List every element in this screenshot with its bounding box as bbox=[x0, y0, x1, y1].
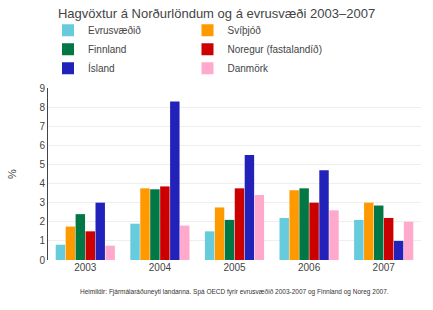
svg-text:Heimildir: Fjármálaráðuneyti l: Heimildir: Fjármálaráðuneyti landanna. S… bbox=[80, 288, 389, 296]
svg-text:Ísland: Ísland bbox=[88, 62, 115, 74]
svg-text:Evrusvæðið: Evrusvæðið bbox=[88, 25, 141, 36]
svg-text:0: 0 bbox=[39, 255, 45, 266]
svg-text:2007: 2007 bbox=[373, 262, 396, 273]
svg-text:Noregur (fastalandíð): Noregur (fastalandíð) bbox=[228, 44, 323, 55]
svg-text:8: 8 bbox=[39, 102, 45, 113]
svg-text:Danmörk: Danmörk bbox=[228, 63, 270, 74]
svg-text:Finnland: Finnland bbox=[88, 44, 126, 55]
svg-text:6: 6 bbox=[39, 140, 45, 151]
svg-text:5: 5 bbox=[39, 159, 45, 170]
svg-text:2003: 2003 bbox=[74, 262, 97, 273]
svg-text:3: 3 bbox=[39, 197, 45, 208]
svg-text:1: 1 bbox=[39, 235, 45, 246]
svg-text:9: 9 bbox=[39, 83, 45, 94]
svg-text:%: % bbox=[6, 169, 18, 179]
svg-text:2006: 2006 bbox=[298, 262, 321, 273]
svg-text:2005: 2005 bbox=[223, 262, 246, 273]
svg-text:4: 4 bbox=[39, 178, 45, 189]
svg-text:2: 2 bbox=[39, 216, 45, 227]
svg-text:2004: 2004 bbox=[149, 262, 172, 273]
svg-text:Svíþjóð: Svíþjóð bbox=[228, 25, 262, 36]
svg-text:Hagvöxtur á Norðurlöndum og á: Hagvöxtur á Norðurlöndum og á evrusvæði … bbox=[58, 6, 375, 21]
svg-text:7: 7 bbox=[39, 121, 45, 132]
